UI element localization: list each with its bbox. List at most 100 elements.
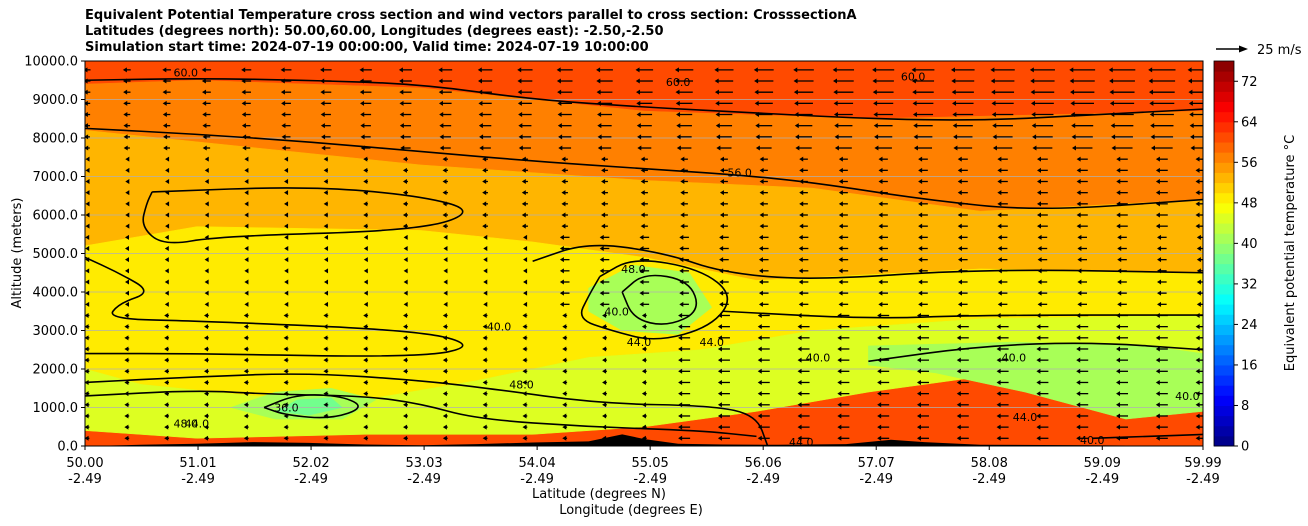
wind-vector bbox=[1116, 324, 1129, 330]
wind-vector bbox=[323, 379, 329, 385]
wind-vector bbox=[679, 257, 689, 263]
wind-vector bbox=[719, 234, 729, 240]
wind-vector bbox=[714, 67, 734, 73]
wind-vector bbox=[996, 379, 1009, 385]
wind-vector bbox=[483, 290, 488, 296]
wind-vector bbox=[443, 301, 448, 307]
wind-vector bbox=[241, 67, 252, 73]
wind-vector bbox=[1116, 346, 1129, 352]
colorbar-band bbox=[1214, 273, 1234, 285]
wind-vector bbox=[1196, 257, 1203, 263]
wind-vector bbox=[165, 212, 170, 218]
wind-vector bbox=[165, 201, 170, 207]
wind-vector bbox=[523, 290, 528, 296]
wind-vector bbox=[1190, 145, 1203, 151]
wind-vector bbox=[636, 123, 652, 129]
quiver-key-arrow-icon bbox=[1239, 45, 1248, 53]
wind-vector bbox=[602, 413, 607, 419]
wind-vector bbox=[124, 413, 130, 419]
wind-vector bbox=[523, 234, 528, 240]
contour-52-2 bbox=[85, 256, 464, 357]
wind-vector bbox=[1116, 179, 1128, 185]
wind-vector bbox=[323, 368, 329, 374]
wind-vector bbox=[123, 123, 131, 129]
wind-vector bbox=[951, 78, 975, 84]
wind-vector bbox=[124, 368, 130, 374]
wind-vector bbox=[838, 190, 848, 196]
wind-vector bbox=[439, 112, 452, 118]
wind-vector bbox=[758, 257, 769, 263]
wind-vector bbox=[164, 301, 169, 307]
wind-vector bbox=[996, 357, 1009, 363]
contour-44-7 bbox=[85, 390, 757, 438]
x-axis-label-longitude: Longitude (degrees E) bbox=[559, 503, 703, 518]
wind-vector bbox=[1117, 301, 1127, 307]
y-axis-ticks: 0.0 1000.0 2000.0 3000.0 4000.0 5000.0 6000.0 7… bbox=[24, 55, 85, 455]
wind-vector bbox=[797, 413, 810, 419]
wind-vector bbox=[244, 301, 249, 307]
wind-vector bbox=[878, 223, 888, 229]
wind-vector bbox=[918, 290, 928, 296]
wind-vector bbox=[1070, 100, 1094, 106]
wind-vector bbox=[482, 167, 488, 173]
wind-vector bbox=[398, 67, 413, 73]
wind-vector bbox=[758, 234, 769, 240]
wind-vector bbox=[719, 167, 728, 173]
wind-vector bbox=[838, 268, 849, 274]
wind-vector bbox=[1116, 357, 1129, 363]
wind-vector bbox=[797, 435, 810, 441]
wind-vector bbox=[204, 245, 209, 251]
wind-vector bbox=[596, 100, 613, 106]
wind-vector bbox=[916, 368, 929, 374]
colorbar-tick-label-0: 0 bbox=[1241, 440, 1249, 455]
wind-vector bbox=[797, 357, 810, 363]
y-tick-label-1: 1000.0 bbox=[33, 401, 79, 416]
wind-vector bbox=[202, 145, 211, 151]
wind-vector bbox=[1031, 112, 1054, 118]
wind-vector bbox=[402, 190, 408, 196]
wind-vector bbox=[85, 223, 90, 229]
wind-vector bbox=[755, 134, 772, 140]
wind-vector bbox=[1155, 424, 1168, 430]
wind-vector bbox=[204, 413, 209, 419]
y-tick-label-10: 10000.0 bbox=[24, 55, 78, 70]
wind-vector bbox=[323, 357, 329, 363]
wind-vector bbox=[799, 156, 808, 162]
wind-vector bbox=[85, 268, 90, 274]
wind-vector bbox=[1037, 167, 1048, 173]
wind-vector bbox=[1029, 67, 1055, 73]
wind-vector bbox=[204, 156, 209, 162]
wind-vector bbox=[243, 435, 249, 441]
wind-vector bbox=[359, 78, 372, 84]
wind-vector bbox=[123, 100, 131, 106]
colorbar-band bbox=[1214, 202, 1234, 214]
wind-vector bbox=[1076, 413, 1089, 419]
wind-vector bbox=[562, 435, 568, 441]
wind-vector bbox=[284, 268, 289, 274]
wind-vector bbox=[1189, 123, 1203, 129]
wind-vector bbox=[124, 257, 129, 263]
wind-vector bbox=[951, 89, 974, 95]
wind-vector bbox=[1155, 391, 1168, 397]
wind-vector bbox=[754, 89, 774, 95]
wind-vector bbox=[85, 413, 90, 419]
wind-vector bbox=[85, 67, 91, 73]
wind-vector bbox=[1071, 123, 1094, 129]
wind-vector bbox=[482, 335, 488, 341]
wind-vector bbox=[242, 134, 251, 140]
wind-vector bbox=[639, 290, 650, 296]
wind-vector bbox=[795, 145, 812, 151]
wind-vector bbox=[837, 435, 850, 441]
wind-vector bbox=[838, 245, 849, 251]
wind-vector bbox=[202, 100, 211, 106]
wind-vector bbox=[1076, 357, 1089, 363]
wind-vector bbox=[997, 234, 1008, 240]
wind-vector bbox=[1036, 391, 1049, 397]
wind-vector bbox=[125, 201, 130, 207]
wind-vector bbox=[918, 201, 928, 207]
wind-vector bbox=[957, 290, 968, 296]
wind-vector bbox=[522, 357, 528, 363]
wind-vector bbox=[204, 335, 209, 341]
wind-vector bbox=[439, 145, 451, 151]
